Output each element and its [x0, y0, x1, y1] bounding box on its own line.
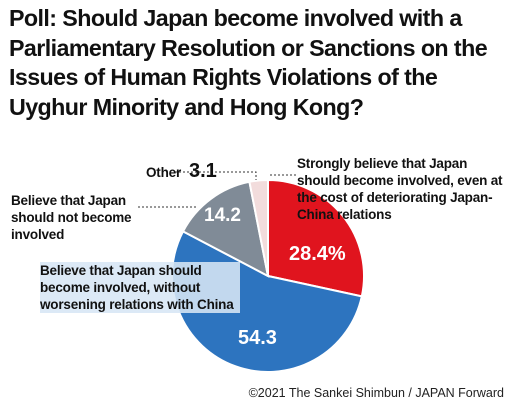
chart-title: Poll: Should Japan become involved with …	[9, 5, 488, 120]
slice-label-without-worsening: Believe that Japan should become involve…	[40, 262, 240, 313]
slice-label-strongly: Strongly believe that Japan should becom…	[297, 156, 503, 222]
pie-slice-strongly	[267, 178, 365, 298]
slice-value-other: 3.1	[189, 160, 217, 182]
slice-value-strongly: 28.4%	[289, 243, 346, 265]
copyright-credit: ©2021 The Sankei Shimbun / JAPAN Forward	[248, 386, 504, 400]
slice-value-not-involved: 14.2	[204, 205, 241, 226]
slice-label-not-involved: Believe that Japan should not become inv…	[11, 193, 132, 242]
leader-line-other	[175, 171, 257, 180]
slice-value-without-worsening: 54.3	[238, 327, 277, 349]
slice-label-other: Other	[146, 165, 182, 180]
pie-slice-other	[248, 178, 269, 277]
pie-slice-not-involved	[181, 180, 270, 278]
